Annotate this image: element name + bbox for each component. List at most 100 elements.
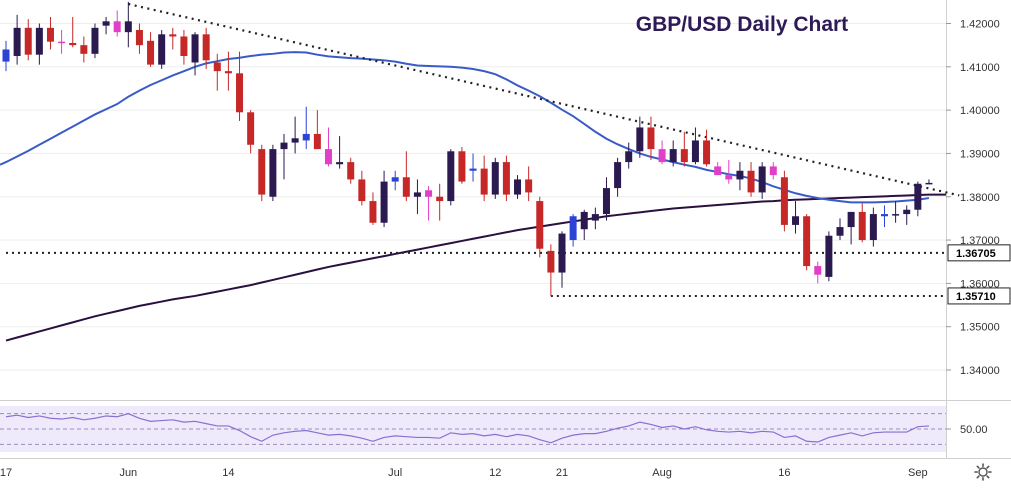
candle-body [680, 149, 688, 163]
candle [2, 40, 10, 72]
candle-body [736, 170, 744, 180]
candle-body [358, 179, 366, 202]
candle [358, 170, 366, 206]
candle [514, 175, 522, 199]
candle [769, 162, 777, 180]
candle-body [836, 227, 844, 236]
candle-body [336, 162, 344, 165]
price-labels: 1.36705 1.35710 [947, 244, 1011, 305]
candle [869, 207, 877, 247]
candle [258, 144, 266, 202]
candle-body [903, 209, 911, 215]
x-tick-label: 14 [222, 467, 234, 479]
candle-body [514, 179, 522, 195]
candle [447, 149, 455, 206]
candle-body [24, 27, 32, 55]
candle-body [169, 34, 177, 37]
candle [536, 196, 544, 258]
candle-body [46, 27, 54, 42]
candle [425, 185, 433, 221]
candle [703, 129, 711, 167]
candle [147, 32, 155, 67]
candle [725, 159, 733, 184]
candle [135, 23, 143, 54]
x-tick-label: 16 [778, 467, 790, 479]
candle-body [591, 214, 599, 221]
candle [591, 207, 599, 230]
y-tick-label: 1.40000 [960, 105, 1000, 117]
candle-body [458, 151, 466, 182]
candle-body [391, 177, 399, 182]
candle [469, 153, 477, 182]
candle-body [91, 27, 99, 54]
candles [2, 1, 933, 296]
candle-body [658, 149, 666, 163]
candle-body [258, 149, 266, 195]
candle [580, 209, 588, 241]
candle [336, 136, 344, 169]
candle-body [880, 214, 888, 217]
candle-body [135, 29, 143, 46]
candle [291, 116, 299, 154]
candle [124, 1, 132, 48]
candle [213, 53, 221, 91]
candle-body [313, 133, 321, 150]
rsi-line [5, 413, 930, 444]
x-tick-label: 12 [489, 467, 501, 479]
candle-body [914, 183, 922, 210]
candle [669, 140, 677, 167]
grid-lines [0, 22, 946, 371]
candle-body [202, 34, 210, 61]
price-label-text: 1.36705 [956, 248, 996, 260]
candle [158, 29, 166, 69]
candle [269, 144, 277, 202]
candle-body [758, 166, 766, 193]
candle [347, 157, 355, 184]
candle [180, 29, 188, 65]
candle-body [614, 162, 622, 189]
x-tick-label: Jun [119, 467, 137, 479]
candle-body [369, 201, 377, 223]
candle-body [569, 216, 577, 241]
candle-body [302, 133, 310, 141]
ma-50-layer [0, 51, 930, 204]
x-tick-label: Aug [652, 467, 672, 479]
candle [892, 201, 900, 223]
candle [792, 201, 800, 234]
candle [391, 170, 399, 191]
candle [247, 110, 255, 154]
candle [413, 179, 421, 215]
candle [80, 36, 88, 63]
gear-icon[interactable] [972, 462, 994, 482]
y-tick-label: 1.34000 [960, 365, 1000, 377]
candle [736, 162, 744, 191]
candle [614, 157, 622, 197]
candle-body [714, 166, 722, 176]
candle [903, 205, 911, 225]
candle-body [35, 27, 43, 55]
candle [24, 19, 32, 61]
candle [102, 16, 110, 35]
candle-body [380, 181, 388, 223]
candle-body [425, 190, 433, 197]
candle-body [558, 233, 566, 273]
candle [491, 157, 499, 199]
candle [803, 214, 811, 271]
y-tick-label: 1.36000 [960, 278, 1000, 290]
candle-body [691, 140, 699, 163]
y-tick-label: 1.35000 [960, 322, 1000, 334]
settings-button[interactable] [972, 462, 994, 482]
candle-body [69, 42, 77, 46]
candle-body [780, 177, 788, 225]
x-tick-label: Jul [388, 467, 402, 479]
candle [569, 214, 577, 247]
candle-body [703, 140, 711, 165]
candle-body [124, 21, 132, 33]
candle [402, 151, 410, 202]
candle [436, 183, 444, 221]
candle-body [858, 211, 866, 241]
x-tick-label: 17 [0, 467, 12, 479]
candle-body [792, 216, 800, 225]
candle-body [436, 196, 444, 202]
